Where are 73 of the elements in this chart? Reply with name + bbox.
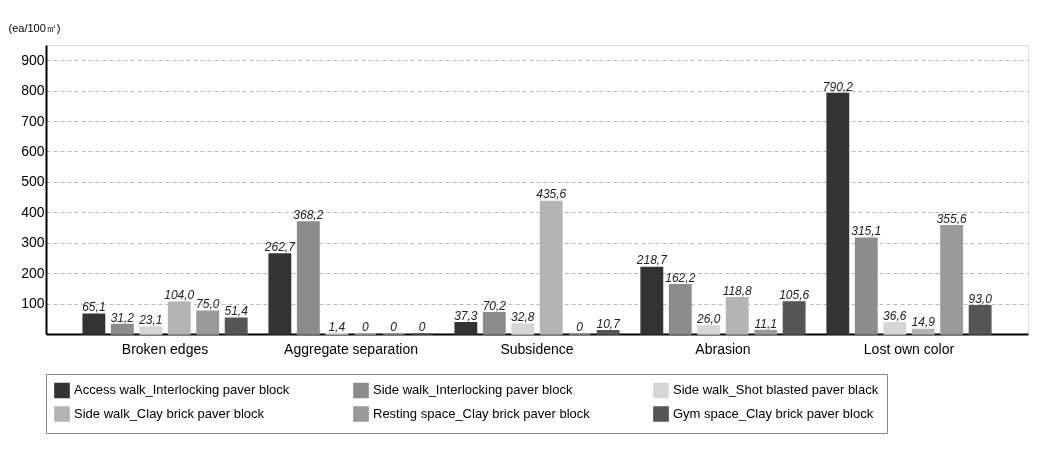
data-label: 36,6 [883,308,907,323]
bar [511,323,535,335]
bar [854,237,878,335]
y-tick-label: 100 [21,295,45,312]
y-tick-label: 300 [21,234,45,251]
bar [82,313,106,335]
data-label: 0 [390,320,398,334]
bar [911,328,935,335]
data-label: 32,8 [511,310,535,325]
legend-label: Access walk_Interlocking paver block [74,382,290,398]
data-label: 93,0 [968,291,993,306]
bar [296,221,320,335]
y-tick-label: 600 [21,142,45,159]
bar [482,311,506,335]
legend-label: Side walk_Clay brick paver block [74,406,265,421]
data-label: 162,2 [665,270,696,285]
bar [110,323,134,335]
legend-label: Gym space_Clay brick paver block [673,406,874,421]
data-label: 37,3 [454,308,478,323]
y-tick-label: 500 [21,173,45,190]
y-tick-label: 800 [21,82,45,99]
data-label: 0 [361,320,369,334]
bar [668,283,692,335]
y-tick-label: 200 [21,264,45,281]
data-label: 0 [418,320,426,334]
data-label: 23,1 [138,312,163,327]
data-label: 0 [576,320,584,334]
bar [454,321,478,335]
data-label: 51,4 [224,304,249,319]
data-label: 26,0 [696,312,721,327]
bar [826,92,850,335]
x-tick-label: Subsidence [500,340,574,357]
bar [754,329,778,335]
bar [640,266,664,335]
data-label: 118,8 [722,283,753,298]
data-label: 435,6 [536,187,567,202]
y-tick-label: 700 [21,112,45,129]
data-label: 262,7 [263,240,297,255]
legend-label: Side walk_Shot blasted paver black [673,382,879,398]
data-label: 355,6 [936,211,968,226]
data-label: 790,2 [822,79,854,94]
x-tick-label: Abrasion [695,340,751,357]
data-label: 70,2 [482,298,507,313]
data-label: 105,6 [779,287,810,302]
data-label: 14,9 [911,315,936,330]
data-label: 104,0 [164,288,195,303]
data-label: 65,1 [82,300,106,315]
bar [782,301,806,335]
data-label: 10,7 [596,316,622,331]
data-label: 218,7 [635,253,669,268]
legend-label: Side walk_Interlocking paver block [373,382,573,398]
data-label: 1,4 [328,319,346,334]
data-label: 11,1 [754,316,777,331]
bar [596,329,620,335]
bar [196,310,220,335]
bar [139,326,163,335]
x-tick-label: Lost own color [863,340,955,357]
x-tick-label: Broken edges [121,340,209,357]
y-tick-label: 400 [21,203,45,220]
bar [268,253,292,335]
data-label: 75,0 [196,297,220,312]
bar [940,225,964,335]
data-label: 368,2 [293,207,324,222]
y-axis-title: (ea/100㎡) [8,21,61,34]
bar [697,325,721,335]
data-label: 31,2 [110,310,135,325]
legend-label: Resting space_Clay brick paver block [373,406,591,421]
bar [883,322,907,335]
y-tick-label: 900 [21,51,45,68]
bar [224,317,248,335]
x-tick-label: Aggregate separation [284,340,418,357]
data-label: 315,1 [851,224,882,239]
bar [968,304,992,335]
